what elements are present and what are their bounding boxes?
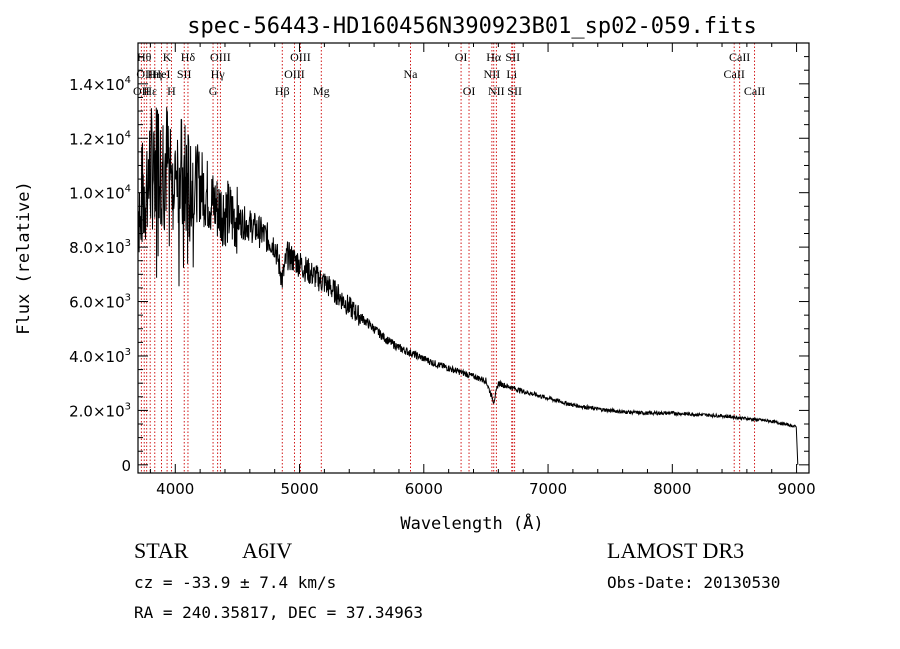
y-tick-label: 1.2×104 — [69, 129, 131, 148]
line-label: NII — [488, 84, 505, 98]
line-label: HeI — [152, 67, 170, 81]
x-tick-label: 8000 — [653, 480, 691, 498]
x-tick-label: 5000 — [280, 480, 318, 498]
spectrum-line — [137, 107, 799, 465]
line-label: OI — [455, 50, 468, 64]
line-label: G — [209, 84, 218, 98]
line-label: SII — [505, 50, 520, 64]
spectrum-series — [137, 107, 799, 465]
line-labels: OIIHθOIIIHεHηHeIKHSIIHδGHγOIIIHβOIIIOIII… — [133, 50, 765, 98]
observation-date: Obs-Date: 20130530 — [607, 573, 781, 592]
y-tick-label: 1.4×104 — [69, 75, 131, 94]
line-label: Hβ — [275, 84, 290, 98]
line-label: NII — [484, 67, 501, 81]
line-label: CaII — [744, 84, 765, 98]
plot-frame — [137, 42, 810, 474]
line-label: OIII — [284, 67, 305, 81]
object-subclass: A6IV — [242, 538, 293, 563]
y-tick-label: 1.0×104 — [69, 184, 131, 203]
line-label: H — [167, 84, 176, 98]
line-label: Hδ — [181, 50, 196, 64]
axis-ticks: 4000 5000 6000 7000 8000 9000 0 2.0×103 4.0×103 6… — [69, 43, 816, 498]
line-label: Hγ — [211, 67, 226, 81]
line-label: Hα — [486, 50, 502, 64]
redshift-velocity: cz = -33.9 ± 7.4 km/s — [134, 573, 337, 592]
line-label: Hη — [147, 67, 162, 81]
line-label: OIII — [136, 67, 157, 81]
y-tick-label: 0 — [121, 457, 131, 475]
x-tick-label: 6000 — [405, 480, 443, 498]
y-tick-label: 8.0×103 — [69, 238, 131, 257]
line-label: SII — [177, 67, 192, 81]
line-label: Na — [404, 67, 419, 81]
x-tick-label: 4000 — [156, 480, 194, 498]
line-label: OI — [463, 84, 476, 98]
line-label: Mg — [313, 84, 330, 98]
x-tick-label: 9000 — [777, 480, 815, 498]
x-axis-label: Wavelength (Å) — [400, 512, 543, 534]
line-label: CaII — [729, 50, 750, 64]
object-class: STAR — [134, 538, 189, 563]
y-axis-label: Flux (relative) — [14, 181, 34, 335]
emission-line-markers — [140, 43, 756, 473]
line-label: SII — [507, 84, 522, 98]
y-tick-label: 6.0×103 — [69, 293, 131, 312]
line-label: Hε — [143, 84, 157, 98]
line-label: OIII — [290, 50, 311, 64]
line-label: Hθ — [137, 50, 152, 64]
line-label: OII — [133, 84, 150, 98]
chart-title: spec-56443-HD160456N390923B01_sp02-059.f… — [187, 14, 757, 39]
line-label: OIII — [210, 50, 231, 64]
survey-name: LAMOST DR3 — [607, 538, 745, 563]
x-tick-label: 7000 — [529, 480, 567, 498]
line-label: K — [163, 50, 172, 64]
line-label: CaII — [724, 67, 745, 81]
line-label: Li — [506, 67, 517, 81]
y-tick-label: 2.0×103 — [69, 401, 131, 420]
coordinates: RA = 240.35817, DEC = 37.34963 — [134, 603, 423, 622]
y-tick-label: 4.0×103 — [69, 347, 131, 366]
